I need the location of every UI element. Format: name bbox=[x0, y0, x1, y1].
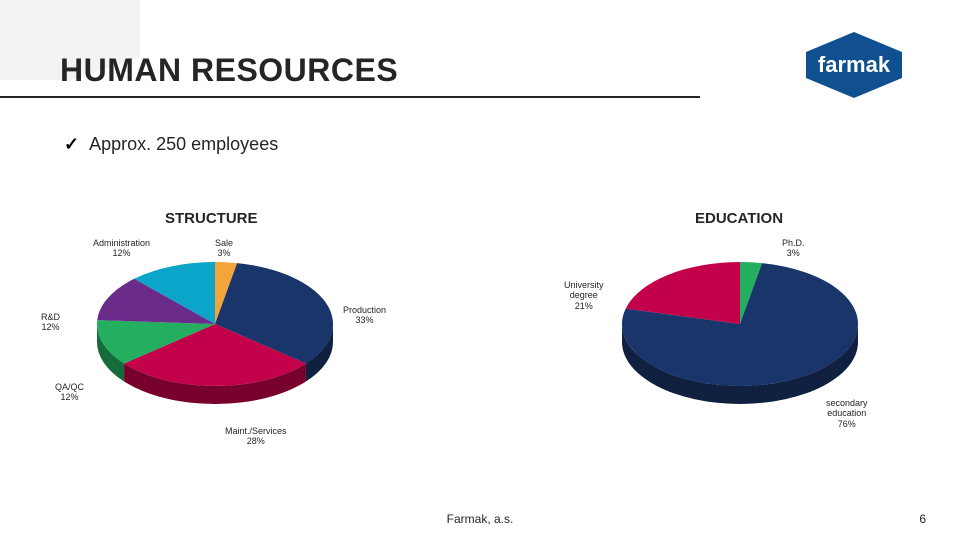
slice-label: R&D12% bbox=[41, 312, 60, 333]
check-icon: ✓ bbox=[64, 134, 79, 155]
slice-label: QA/QC12% bbox=[55, 382, 84, 403]
footer-page-number: 6 bbox=[919, 512, 926, 526]
bullet-text: Approx. 250 employees bbox=[89, 134, 278, 155]
slice-label: Sale3% bbox=[215, 238, 233, 259]
footer-company: Farmak, a.s. bbox=[447, 512, 514, 526]
slice-label: secondaryeducation76% bbox=[826, 398, 868, 429]
slide: HUMAN RESOURCES farmak ✓ Approx. 250 emp… bbox=[0, 0, 960, 540]
education-chart-title: EDUCATION bbox=[695, 210, 783, 227]
structure-pie-chart: Sale3%Production33%Maint./Services28%QA/… bbox=[85, 250, 345, 420]
slice-label: Ph.D.3% bbox=[782, 238, 805, 259]
svg-text:farmak: farmak bbox=[818, 52, 891, 77]
structure-chart-title: STRUCTURE bbox=[165, 210, 258, 227]
page-title: HUMAN RESOURCES bbox=[60, 52, 398, 89]
slice-label: Administration12% bbox=[93, 238, 150, 259]
slice-label: Maint./Services28% bbox=[225, 426, 287, 447]
slice-label: Production33% bbox=[343, 305, 386, 326]
title-underline bbox=[0, 96, 700, 98]
slice-label: Universitydegree21% bbox=[564, 280, 604, 311]
education-pie-chart: Ph.D.3%secondaryeducation76%Universityde… bbox=[610, 250, 870, 420]
logo-farmak: farmak bbox=[794, 30, 914, 100]
bullet-employees: ✓ Approx. 250 employees bbox=[64, 134, 278, 155]
